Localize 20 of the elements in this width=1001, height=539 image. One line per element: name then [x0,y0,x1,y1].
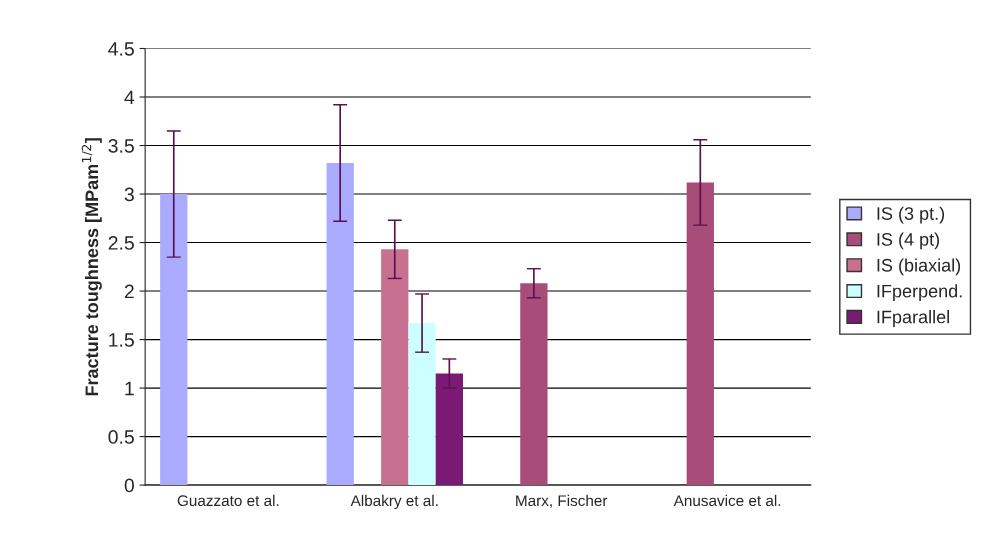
y-tick-label: 2.5 [108,236,134,250]
legend-label: IFperpend. [877,284,962,302]
y-tick-label: 1 [125,381,134,396]
legend-label: IS (3 pt.) [877,206,945,224]
x-tick-label: Guazzato et al. [177,494,279,507]
y-tick-label: 3 [124,187,134,202]
x-tick-label: Anusavice et al. [673,494,781,507]
x-tick-label: Marx, Fischer [516,494,608,508]
legend-label: IFparallel [877,310,949,327]
y-tick-label: 1.5 [109,333,134,347]
legend-label: IS (biaxial) [877,258,961,276]
y-tick-label: 4 [124,90,135,105]
y-tick-label: 4.5 [108,42,134,56]
x-tick-label: Albakry et al. [350,494,438,510]
y-tick-label: 0 [124,478,134,493]
legend-label: IS (4 pt) [877,232,940,250]
y-tick-label: 0.5 [108,430,134,444]
y-tick-label: 2 [124,284,134,299]
y-tick-label: 3.5 [108,139,134,153]
y-axis-title: Fracture toughness [MPam$^{1/2}$] [81,138,102,396]
